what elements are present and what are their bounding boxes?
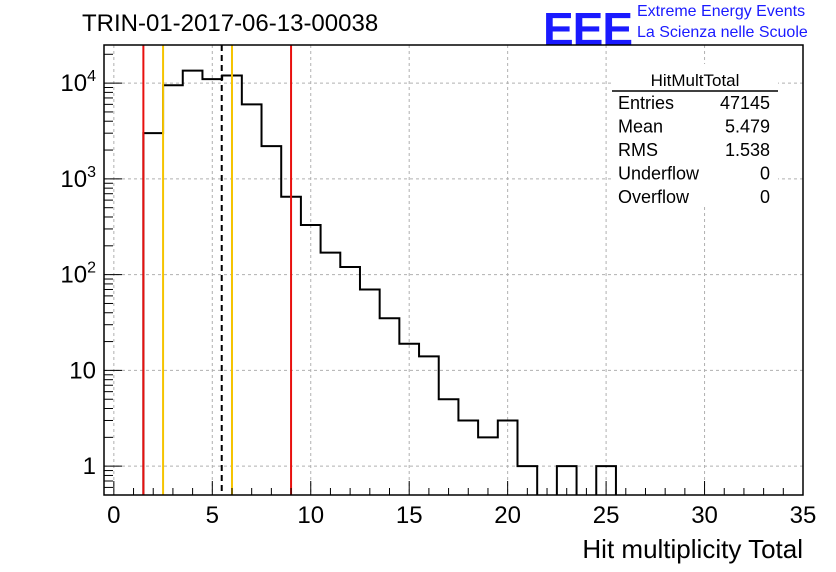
stats-box-bg [612,64,778,204]
stats-value: 5.479 [725,117,770,137]
stats-value: 0 [760,164,770,184]
histogram-bin [380,318,400,495]
x-tick-label: 0 [107,502,120,529]
histogram-bin [458,420,478,495]
x-tick-label: 5 [206,502,219,529]
x-tick-label: 20 [494,502,521,529]
stats-label: Mean [618,117,663,137]
eee-logo: EEE [543,3,633,55]
y-tick-label: 103 [60,164,96,193]
stats-value: 47145 [720,93,770,113]
histogram-bin [242,104,262,495]
y-tick-label: 1 [83,453,96,480]
histogram-outline [142,69,617,495]
stats-label: Overflow [618,187,690,207]
logo-subtitle-line1: Extreme Energy Events [637,3,806,20]
histogram-bin [340,267,360,495]
histogram-bin [262,146,282,495]
histogram-bin [183,71,203,495]
stats-value: 0 [760,187,770,207]
stats-title: HitMultTotal [651,71,740,90]
x-axis-label: Hit multiplicity Total [582,534,803,564]
histogram-bin [143,133,163,495]
x-tick-label: 25 [593,502,620,529]
histogram-bin [321,253,341,495]
stats-label: Entries [618,93,674,113]
y-tick-label: 104 [60,68,96,97]
histogram-bin [360,289,380,495]
stats-label: Underflow [618,164,700,184]
x-tick-label: 15 [396,502,423,529]
logo-subtitle-line2: La Scienza nelle Scuole [637,24,808,41]
histogram-bin [163,85,183,495]
chart-title: TRIN-01-2017-06-13-00038 [82,10,379,37]
stats-label: RMS [618,140,658,160]
histogram-bin [439,399,459,495]
y-tick-label: 102 [60,260,96,289]
y-tick-label: 10 [69,357,96,384]
plot-frame [103,44,804,496]
x-tick-label: 10 [297,502,324,529]
x-tick-label: 35 [790,502,817,529]
stats-box: HitMultTotal Entries 47145 Mean 5.479 RMS 1.53… [612,64,778,207]
stats-value: 1.538 [725,140,770,160]
x-tick-label: 30 [691,502,718,529]
histogram-bin [419,356,439,495]
